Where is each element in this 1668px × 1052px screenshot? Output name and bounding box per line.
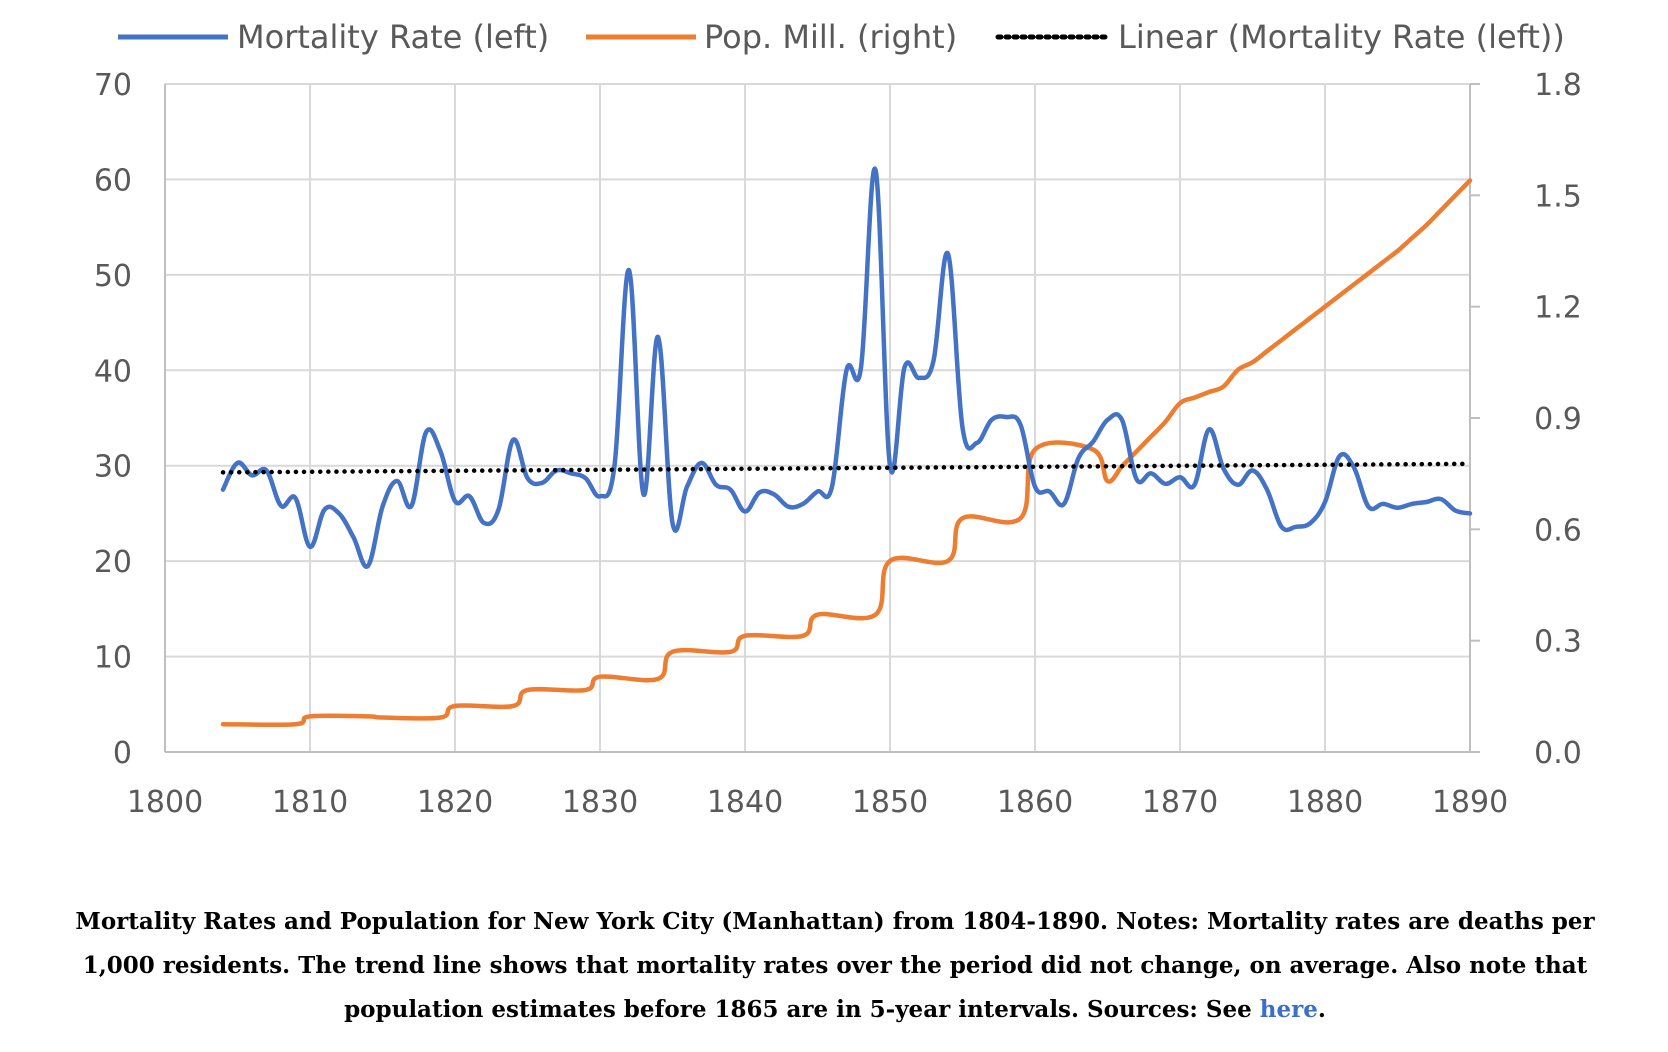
y-left-tick-label: 60	[94, 163, 132, 198]
y-right-tick-label: 0.3	[1534, 625, 1582, 660]
caption-end: .	[1317, 996, 1326, 1023]
y-left-tick-label: 40	[94, 354, 132, 389]
tick-labels: 1800 1810 1820 1830 1840 1850 1860 1870 1880 1890…	[94, 68, 1582, 820]
gridlines	[164, 83, 1471, 753]
x-tick-label: 1890	[1432, 785, 1508, 820]
y-left-tick-label: 20	[94, 545, 132, 580]
x-tick-label: 1830	[562, 785, 638, 820]
x-tick-label: 1880	[1287, 785, 1363, 820]
caption-text: Mortality Rates and Population for New Y…	[75, 908, 1595, 1023]
y-left-tick-label: 50	[94, 259, 132, 294]
y-left-tick-label: 10	[94, 641, 132, 676]
x-tick-label: 1810	[272, 785, 348, 820]
y-left-tick-label: 0	[113, 736, 132, 771]
y-right-tick-label: 1.2	[1534, 291, 1582, 326]
y-right-tick-label: 1.8	[1534, 68, 1582, 103]
mortality-trend-line	[220, 461, 1473, 475]
x-tick-label: 1870	[1142, 785, 1218, 820]
x-tick-label: 1800	[127, 785, 203, 820]
mortality-rate-line	[220, 166, 1473, 569]
series-lines	[220, 166, 1473, 728]
x-tick-label: 1840	[707, 785, 783, 820]
y-left-tick-label: 70	[94, 68, 132, 103]
x-tick-label: 1860	[997, 785, 1073, 820]
y-left-tick-label: 30	[94, 450, 132, 485]
sources-link[interactable]: here	[1259, 996, 1318, 1023]
y-right-tick-label: 0.6	[1534, 513, 1582, 548]
mortality-population-chart: Mortality Rate (left) Pop. Mill. (right)…	[94, 18, 1582, 820]
legend-label-trend: Linear (Mortality Rate (left))	[1118, 18, 1565, 56]
x-tick-label: 1820	[417, 785, 493, 820]
legend: Mortality Rate (left) Pop. Mill. (right)…	[118, 18, 1565, 56]
legend-label-population: Pop. Mill. (right)	[704, 18, 957, 56]
y-right-tick-label: 0.0	[1534, 736, 1582, 771]
figure-caption: Mortality Rates and Population for New Y…	[70, 900, 1600, 1032]
axes	[164, 83, 1480, 753]
legend-label-mortality: Mortality Rate (left)	[237, 18, 549, 56]
population-line	[220, 178, 1473, 728]
x-tick-label: 1850	[852, 785, 928, 820]
y-right-tick-label: 1.5	[1534, 179, 1582, 214]
y-right-tick-label: 0.9	[1534, 402, 1582, 437]
